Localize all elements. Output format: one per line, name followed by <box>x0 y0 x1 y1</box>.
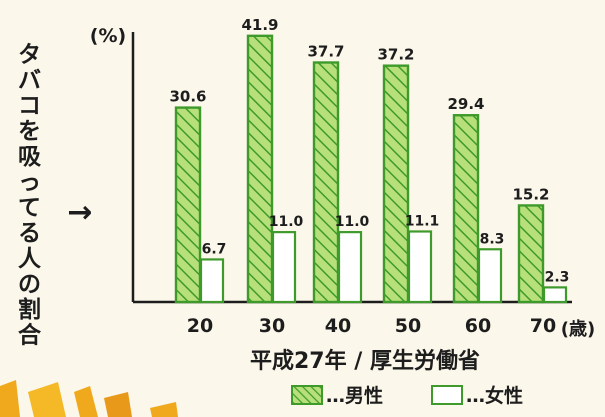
x-tick-label-30: 30 <box>259 315 285 337</box>
data-label-female-60: 8.3 <box>480 231 505 247</box>
x-tick-label-20: 20 <box>187 315 213 337</box>
legend: …男性 …女性 <box>291 384 523 407</box>
data-label-female-50: 11.1 <box>405 213 440 229</box>
decorative-yellow-shapes <box>0 380 178 417</box>
x-tick-labels: 20 30 40 50 60 70 <box>187 315 556 337</box>
bar-female-30 <box>271 231 297 304</box>
side-label: タバコを吸ってる人の割合 <box>18 42 42 349</box>
bars-group: 30.6 6.7 41.9 11.0 37.7 11.0 37.2 11.1 29.4 8.3 15… <box>169 16 570 304</box>
bar-female-20 <box>199 258 225 304</box>
source-caption: 平成27年 / 厚生労働省 <box>250 348 480 374</box>
bar-male-50 <box>382 64 410 304</box>
bar-male-70 <box>517 204 545 304</box>
x-tick-label-70: 70 <box>530 315 556 337</box>
x-axis-unit: (歳) <box>561 319 595 340</box>
data-label-female-70: 2.3 <box>545 269 570 285</box>
bar-female-70 <box>542 286 568 304</box>
data-label-male-60: 29.4 <box>447 95 484 113</box>
legend-swatch-male <box>291 385 323 405</box>
legend-label-female: …女性 <box>466 384 523 407</box>
bar-female-60 <box>477 248 503 304</box>
x-tick-label-40: 40 <box>325 315 351 337</box>
legend-swatch-female <box>431 385 463 405</box>
y-axis-unit: (%) <box>90 25 126 47</box>
data-label-male-50: 37.2 <box>377 46 414 64</box>
data-label-female-20: 6.7 <box>202 241 227 257</box>
bar-male-20 <box>174 106 202 304</box>
bar-male-60 <box>452 114 480 304</box>
data-label-male-70: 15.2 <box>512 185 549 203</box>
bar-male-30 <box>246 34 274 304</box>
bar-male-40 <box>312 61 340 304</box>
bar-female-40 <box>337 231 363 304</box>
data-label-male-20: 30.6 <box>169 88 206 106</box>
x-tick-label-60: 60 <box>465 315 491 337</box>
arrow-icon: → <box>67 195 92 230</box>
x-tick-label-50: 50 <box>395 315 421 337</box>
data-label-female-40: 11.0 <box>335 214 370 230</box>
data-label-male-30: 41.9 <box>241 16 278 34</box>
bar-female-50 <box>407 230 433 304</box>
legend-label-male: …男性 <box>326 384 383 407</box>
data-label-male-40: 37.7 <box>307 42 344 60</box>
data-label-female-30: 11.0 <box>269 214 304 230</box>
